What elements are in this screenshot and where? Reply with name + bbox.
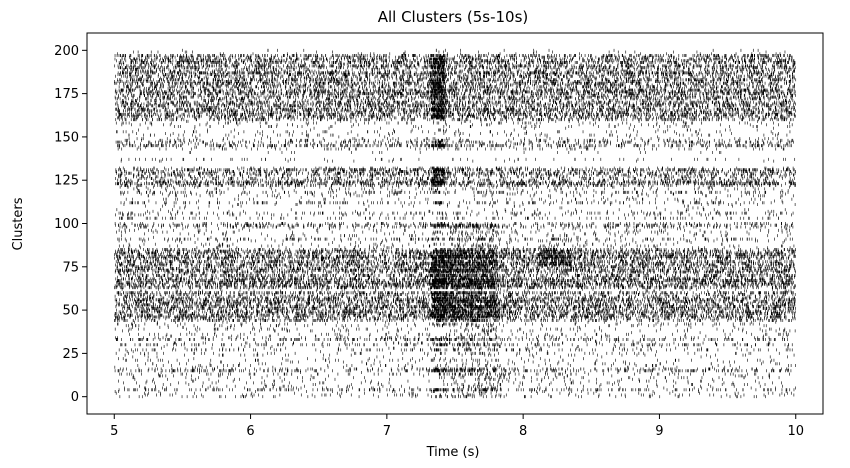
raster-marks (114, 49, 795, 398)
plot-area (87, 33, 823, 414)
chart-title: All Clusters (5s-10s) (378, 8, 529, 26)
